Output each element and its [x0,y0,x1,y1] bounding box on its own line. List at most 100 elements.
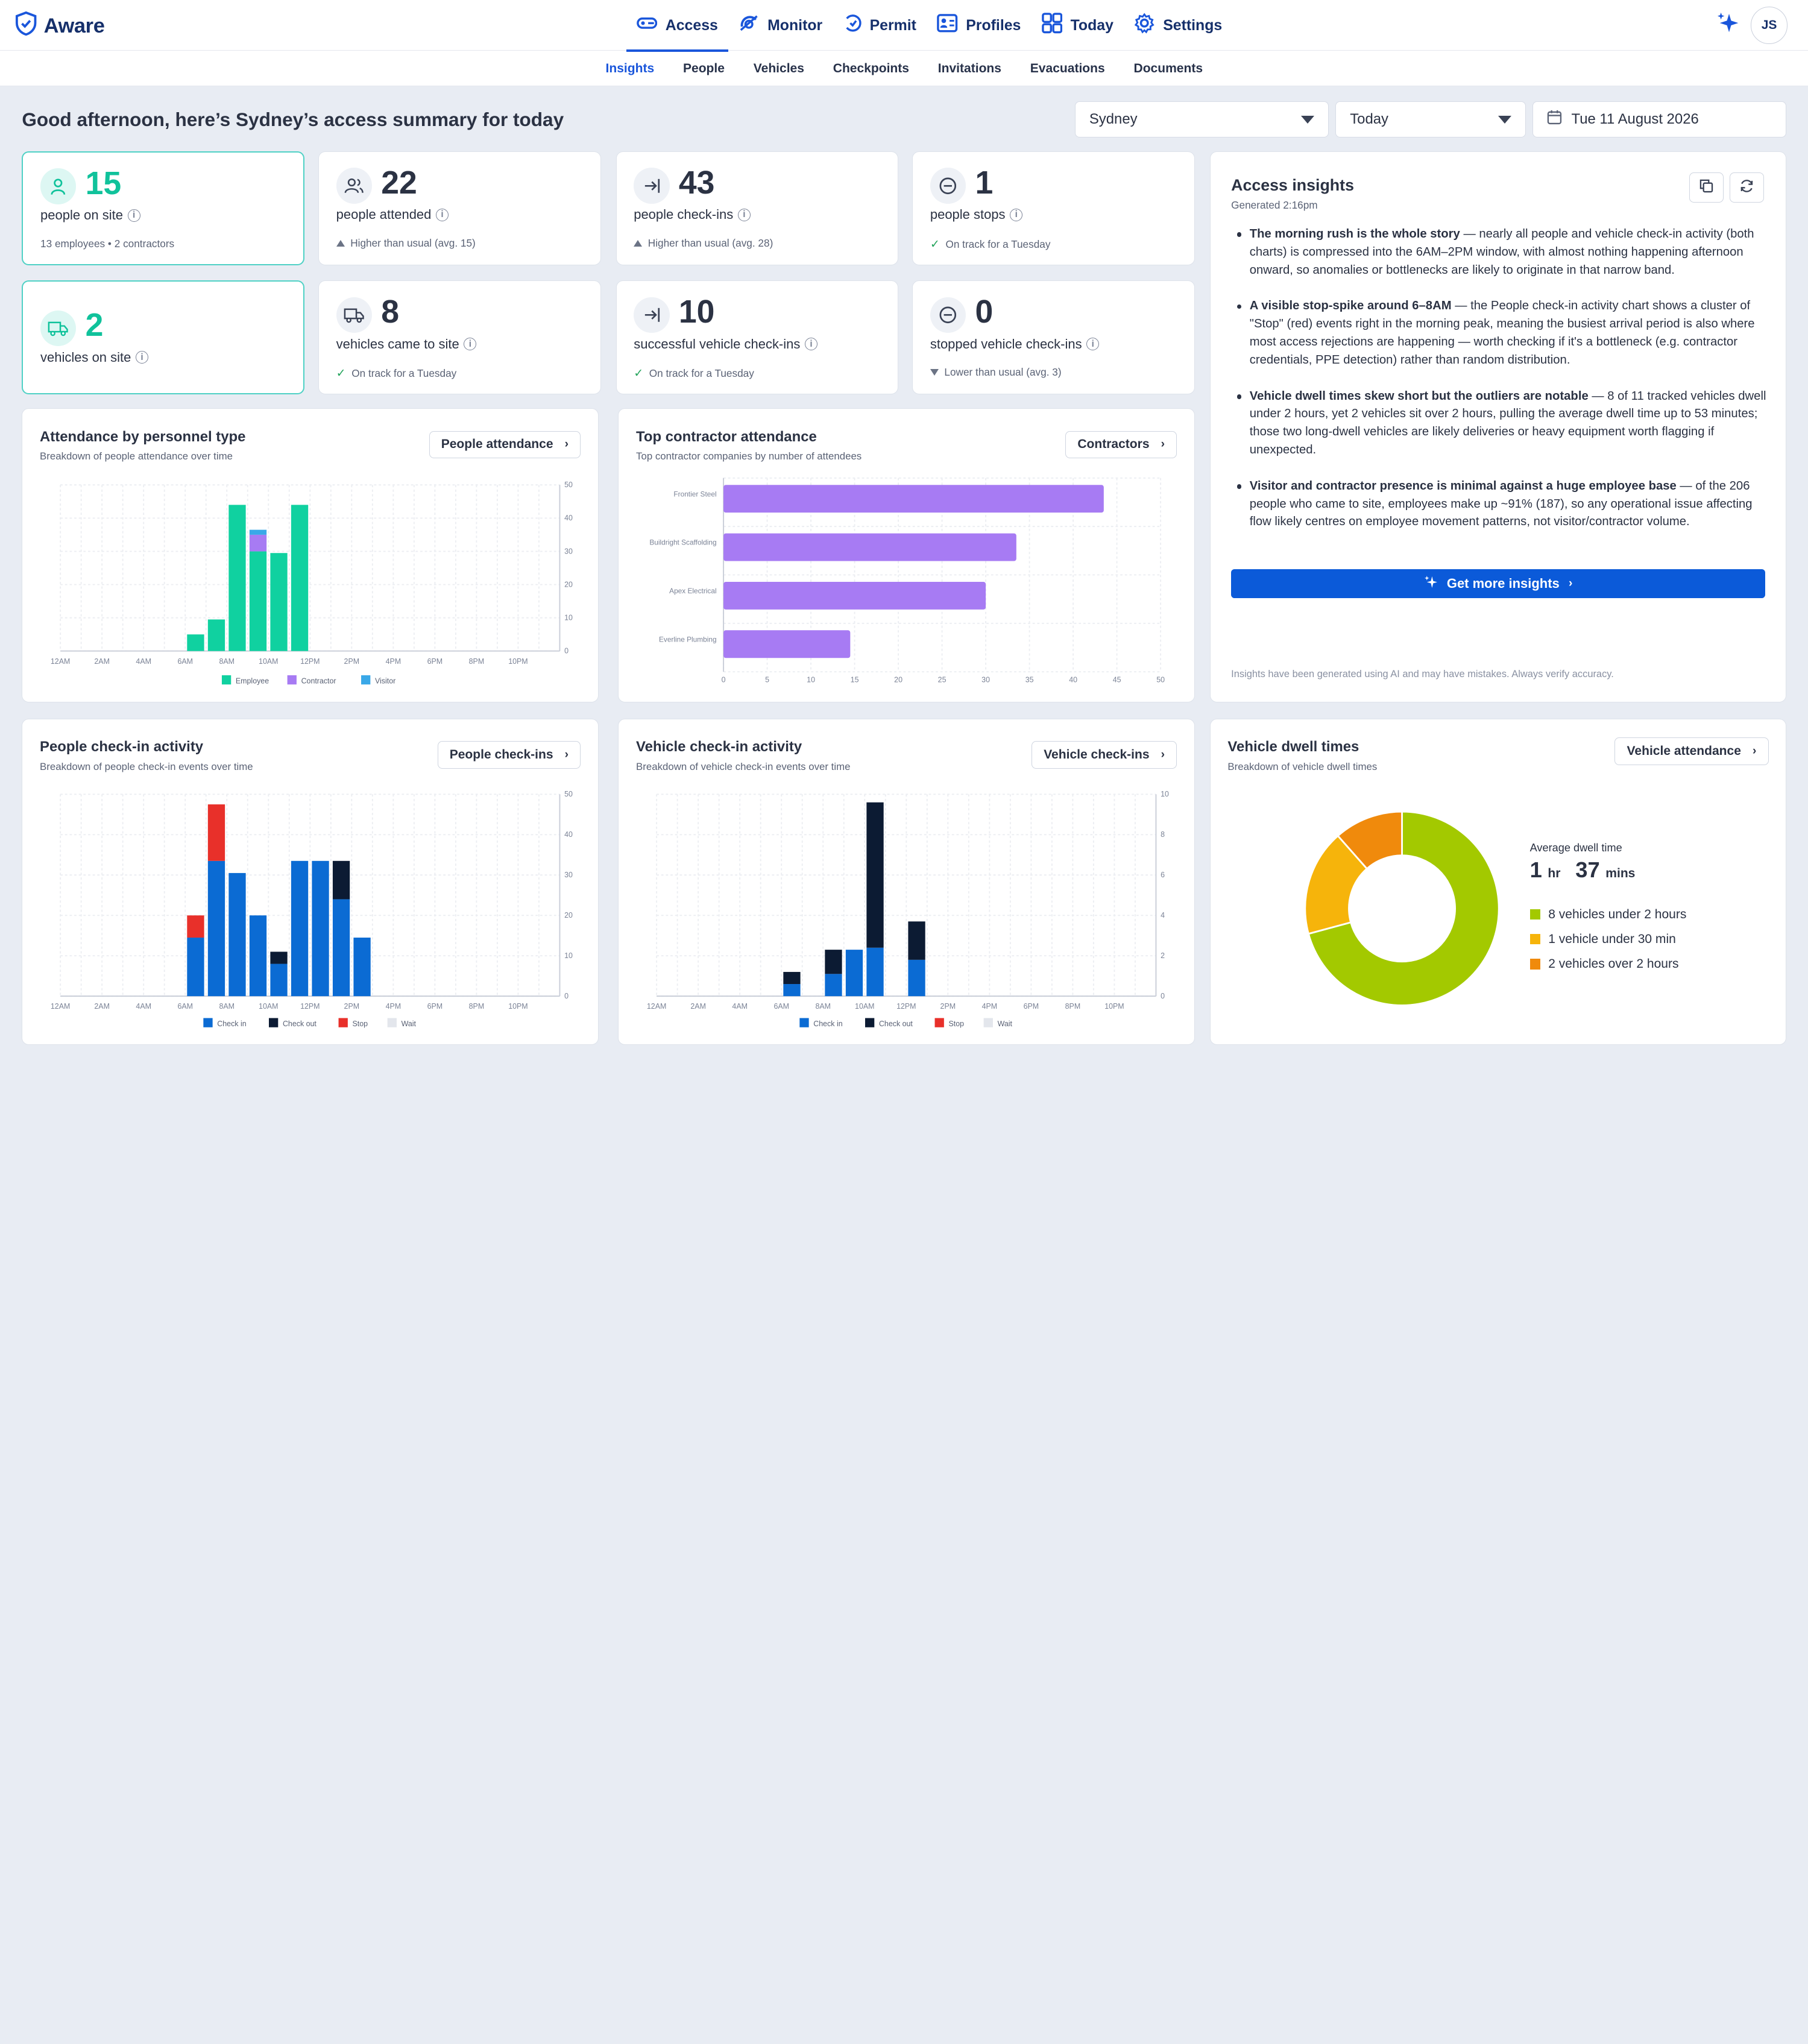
nav-settings[interactable]: Settings [1124,0,1232,51]
legend-label: Stop [949,1020,965,1028]
info-icon[interactable]: i [1086,338,1100,351]
contractor-chart-card: Top contractor attendance Top contractor… [618,408,1195,702]
kpi-people-check-ins[interactable]: 43 people check-ins i Higher than usual (… [616,151,899,265]
y-tick-label: 6 [1161,871,1165,879]
y-tick-label: Buildright Scaffolding [650,538,717,547]
info-icon[interactable]: i [135,351,149,364]
nav-profiles[interactable]: Profiles [927,0,1031,51]
vehicle-checkins-button[interactable]: Vehicle check-ins › [1032,741,1177,769]
info-icon[interactable]: i [436,208,449,221]
x-tick-label: 2PM [344,1002,360,1011]
legend-label: Check out [283,1020,317,1028]
nav-settings-label: Settings [1163,16,1223,34]
kpi-vehicles-on-site[interactable]: 2 vehicles on site i [22,280,305,395]
kpi-label: people check-ins i [634,207,751,222]
subnav-insights[interactable]: Insights [605,62,655,76]
kpi-note-text: On track for a Tuesday [945,238,1051,250]
brand[interactable]: Aware [15,11,105,40]
bar-check-out [270,951,288,964]
legend-swatch [361,675,371,685]
vehicle-attendance-button[interactable]: Vehicle attendance › [1614,737,1769,766]
sparkle-ai-icon[interactable] [1716,11,1739,39]
nav-monitor-label: Monitor [767,16,823,34]
legend-label: Stop [353,1020,368,1028]
subnav-checkpoints[interactable]: Checkpoints [833,62,909,76]
kpi-people-attended[interactable]: 22 people attended i Higher than usual (a… [318,151,601,265]
y-tick-label: 30 [564,547,573,555]
truck-icon [336,297,372,333]
bar-check-in [312,860,330,996]
y-tick-label: 20 [564,911,573,919]
person-icon [40,168,77,204]
get-more-insights-button[interactable]: Get more insights › [1231,569,1765,598]
legend-swatch [865,1018,875,1027]
nav-monitor[interactable]: Monitor [728,0,833,51]
subnav-invitations[interactable]: Invitations [937,62,1001,76]
button-label: Vehicle attendance [1627,744,1741,759]
insight-heading: Visitor and contractor presence is minim… [1249,479,1677,493]
donut-slice [1336,810,1403,870]
people-checkin-chart: 0 10 20 30 40 50 12AM 2AM 4AM 6AM 8AM 10AM 12PM 2PM 4P… [51,790,573,1028]
bar-check-out [333,860,350,900]
insight-heading: The morning rush is the whole story [1249,227,1460,241]
nav-permit[interactable]: Permit [833,0,927,51]
info-icon[interactable]: i [464,338,477,351]
info-icon[interactable]: i [127,209,140,222]
kpi-vehicle-check-ins[interactable]: 10 successful vehicle check-ins i ✓ On tra… [616,280,899,395]
bar-stop [187,915,204,938]
nav-today-label: Today [1070,16,1113,34]
attendance-chart-card: Attendance by personnel type Breakdown o… [22,408,599,702]
site-select[interactable]: Sydney [1074,101,1329,137]
legend-label: Contractor [301,677,336,685]
insights-title: Access insights [1231,175,1354,194]
info-icon[interactable]: i [737,208,751,221]
y-tick-label: 10 [564,614,573,622]
x-tick-label: 15 [851,676,859,684]
info-icon[interactable]: i [805,338,818,351]
legend-label: 1 vehicle under 30 min [1548,932,1676,946]
people-attendance-button[interactable]: People attendance › [429,431,581,459]
bar-contractor [723,582,986,610]
chevron-right-icon: › [1161,748,1165,762]
period-select[interactable]: Today [1335,101,1526,137]
refresh-button[interactable] [1729,172,1764,203]
check-icon: ✓ [634,367,644,380]
insight-item: A visible stop-spike around 6–8AM — the … [1231,297,1768,369]
date-picker[interactable]: Tue 11 August 2026 [1532,101,1787,137]
y-tick-label: 10 [564,951,573,960]
date-value: Tue 11 August 2026 [1571,110,1699,127]
kpi-note: ✓ On track for a Tuesday [336,366,457,380]
subnav-evacuations[interactable]: Evacuations [1030,62,1105,76]
subnav-vehicles[interactable]: Vehicles [753,62,804,76]
bar-check-in [333,899,350,996]
subnav-people[interactable]: People [682,62,725,76]
kpi-people-on-site[interactable]: 15 people on site i 13 employees • 2 cont… [22,151,305,265]
kpi-label-text: vehicles on site [40,349,131,365]
x-tick-label: 4PM [386,1002,402,1011]
kpi-vehicles-came[interactable]: 8 vehicles came to site i ✓ On track for a… [318,280,601,395]
x-tick-label: 25 [938,676,947,684]
subnav-documents[interactable]: Documents [1133,62,1203,76]
kpi-people-stops[interactable]: 1 people stops i ✓ On track for a Tuesday [912,151,1195,265]
legend-swatch [1529,959,1540,970]
bar-employee [228,505,246,651]
kpi-label: vehicles on site i [40,349,149,365]
people-checkins-button[interactable]: People check-ins › [437,741,581,769]
x-tick-label: 20 [895,676,903,684]
legend-swatch [222,675,232,685]
nav-today[interactable]: Today [1032,0,1124,51]
chart-subtitle: Breakdown of people check-in events over… [40,760,253,772]
kpi-stopped-vehicle-check-ins[interactable]: 0 stopped vehicle check-ins i Lower than … [912,280,1195,395]
nav-access[interactable]: Access [626,0,728,52]
contractors-button[interactable]: Contractors › [1065,431,1177,459]
x-tick-label: 12AM [51,657,70,666]
today-icon [1041,13,1063,37]
insights-generated: Generated 2:16pm [1231,199,1318,212]
x-tick-label: 12AM [647,1002,666,1011]
user-avatar[interactable]: JS [1750,7,1788,44]
x-tick-label: 10PM [509,657,528,666]
copy-button[interactable] [1689,172,1724,203]
kpi-label: successful vehicle check-ins i [634,336,818,352]
info-icon[interactable]: i [1010,208,1023,221]
y-tick-label: 2 [1161,951,1165,960]
